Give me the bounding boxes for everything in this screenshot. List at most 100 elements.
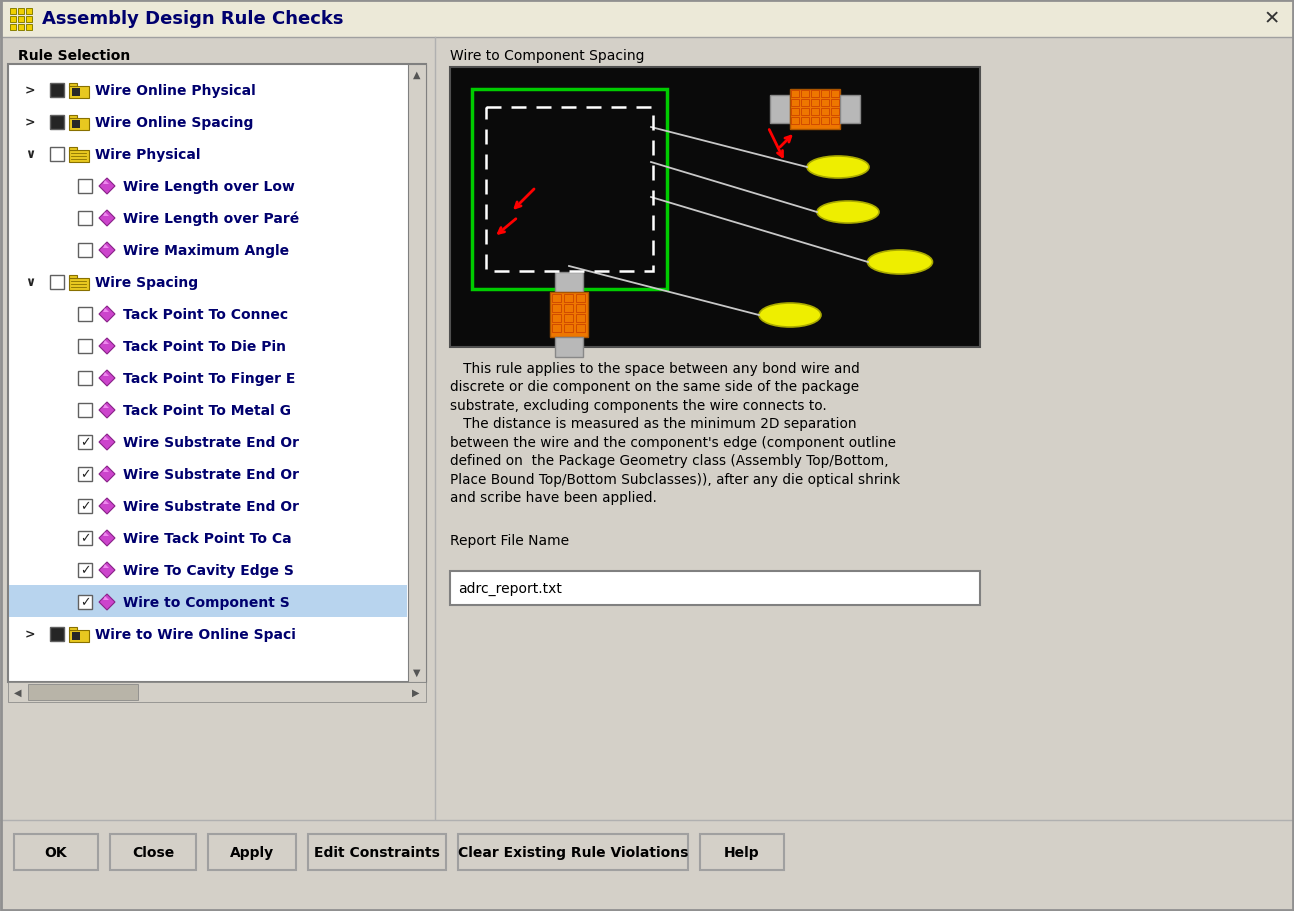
Text: Wire Online Spacing: Wire Online Spacing: [94, 116, 254, 130]
Bar: [487, 107, 653, 271]
Bar: [770, 96, 791, 124]
Text: Tack Point To Die Pin: Tack Point To Die Pin: [123, 340, 286, 353]
Ellipse shape: [867, 251, 933, 275]
Ellipse shape: [817, 201, 879, 224]
Text: This rule applies to the space between any bond wire and: This rule applies to the space between a…: [450, 362, 859, 375]
Text: between the wire and the component's edge (component outline: between the wire and the component's edg…: [450, 435, 895, 449]
Text: Wire to Wire Online Spaci: Wire to Wire Online Spaci: [94, 628, 296, 641]
Bar: [78, 404, 92, 417]
Text: ∨: ∨: [25, 276, 35, 289]
Polygon shape: [100, 435, 115, 451]
Bar: [78, 435, 92, 449]
Bar: [576, 324, 585, 333]
Text: ✓: ✓: [80, 564, 91, 577]
Bar: [69, 116, 78, 120]
Text: substrate, excluding components the wire connects to.: substrate, excluding components the wire…: [450, 398, 827, 413]
Text: ✓: ✓: [80, 500, 91, 513]
Text: ▼: ▼: [413, 667, 421, 677]
Bar: [555, 338, 584, 358]
Text: Assembly Design Rule Checks: Assembly Design Rule Checks: [41, 10, 343, 28]
Bar: [791, 100, 798, 107]
Ellipse shape: [807, 157, 870, 179]
Text: adrc_report.txt: adrc_report.txt: [458, 581, 562, 596]
Bar: [791, 90, 840, 130]
Text: Clear Existing Rule Violations: Clear Existing Rule Violations: [458, 845, 688, 859]
Text: ✓: ✓: [80, 436, 91, 449]
Bar: [9, 586, 408, 618]
Bar: [555, 272, 584, 292]
Bar: [831, 118, 839, 125]
Bar: [811, 118, 819, 125]
Polygon shape: [104, 565, 109, 568]
Bar: [576, 294, 585, 302]
Bar: [553, 324, 562, 333]
Text: Wire Substrate End Or: Wire Substrate End Or: [123, 499, 299, 514]
Bar: [8, 65, 426, 682]
Bar: [576, 304, 585, 312]
Bar: [78, 467, 92, 482]
Bar: [208, 834, 296, 870]
Polygon shape: [104, 213, 109, 217]
Bar: [10, 9, 16, 15]
Bar: [564, 324, 573, 333]
Bar: [18, 25, 25, 31]
Text: ✓: ✓: [80, 596, 91, 609]
Polygon shape: [104, 597, 109, 600]
Polygon shape: [100, 242, 115, 259]
Bar: [811, 91, 819, 97]
Bar: [50, 628, 63, 641]
Bar: [10, 17, 16, 23]
Polygon shape: [100, 594, 115, 610]
Bar: [50, 84, 63, 97]
Bar: [69, 148, 78, 152]
Text: >: >: [25, 85, 35, 97]
Bar: [700, 834, 784, 870]
Text: Wire Substrate End Or: Wire Substrate End Or: [123, 435, 299, 449]
Text: The distance is measured as the minimum 2D separation: The distance is measured as the minimum …: [450, 417, 857, 431]
Polygon shape: [104, 500, 109, 505]
Bar: [820, 91, 829, 97]
Bar: [831, 91, 839, 97]
Text: ▲: ▲: [413, 70, 421, 80]
Bar: [450, 571, 980, 605]
Bar: [791, 109, 798, 116]
Bar: [69, 118, 89, 131]
Bar: [840, 96, 861, 124]
Polygon shape: [100, 498, 115, 515]
Bar: [78, 308, 92, 322]
Text: Wire Maximum Angle: Wire Maximum Angle: [123, 244, 289, 258]
Bar: [801, 91, 809, 97]
Text: Wire To Cavity Edge S: Wire To Cavity Edge S: [123, 563, 294, 578]
Text: defined on  the Package Geometry class (Assembly Top/Bottom,: defined on the Package Geometry class (A…: [450, 454, 889, 468]
Text: Wire Physical: Wire Physical: [94, 148, 201, 162]
Bar: [78, 372, 92, 385]
Bar: [564, 294, 573, 302]
Text: Wire Substrate End Or: Wire Substrate End Or: [123, 467, 299, 482]
Bar: [28, 684, 138, 701]
Polygon shape: [104, 373, 109, 376]
Bar: [408, 65, 426, 682]
Bar: [50, 276, 63, 290]
Bar: [8, 682, 426, 702]
Text: ∨: ∨: [25, 148, 35, 161]
Bar: [78, 596, 92, 609]
Text: discrete or die component on the same side of the package: discrete or die component on the same si…: [450, 380, 859, 394]
Text: ▶: ▶: [413, 687, 419, 697]
Bar: [831, 100, 839, 107]
Bar: [14, 834, 98, 870]
Polygon shape: [104, 309, 109, 312]
Bar: [78, 244, 92, 258]
Text: Help: Help: [725, 845, 760, 859]
Bar: [458, 834, 688, 870]
Bar: [831, 109, 839, 116]
Text: Wire Online Physical: Wire Online Physical: [94, 84, 256, 97]
Bar: [26, 25, 32, 31]
Bar: [72, 632, 80, 640]
Bar: [450, 68, 980, 348]
Bar: [69, 84, 78, 87]
Text: Tack Point To Metal G: Tack Point To Metal G: [123, 404, 291, 417]
Polygon shape: [100, 371, 115, 386]
Polygon shape: [104, 532, 109, 537]
Text: Rule Selection: Rule Selection: [18, 49, 131, 63]
Bar: [78, 531, 92, 546]
